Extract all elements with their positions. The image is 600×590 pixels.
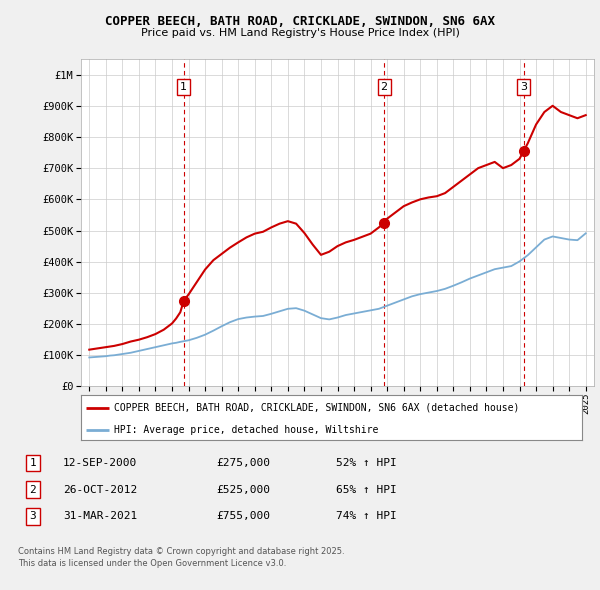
Text: This data is licensed under the Open Government Licence v3.0.: This data is licensed under the Open Gov…: [18, 559, 286, 568]
Text: Price paid vs. HM Land Registry's House Price Index (HPI): Price paid vs. HM Land Registry's House …: [140, 28, 460, 38]
Text: COPPER BEECH, BATH ROAD, CRICKLADE, SWINDON, SN6 6AX (detached house): COPPER BEECH, BATH ROAD, CRICKLADE, SWIN…: [113, 403, 519, 412]
Text: 3: 3: [520, 82, 527, 92]
Text: 2: 2: [380, 82, 388, 92]
Text: £275,000: £275,000: [216, 458, 270, 468]
Text: Contains HM Land Registry data © Crown copyright and database right 2025.: Contains HM Land Registry data © Crown c…: [18, 547, 344, 556]
Text: 31-MAR-2021: 31-MAR-2021: [63, 512, 137, 521]
Text: 3: 3: [29, 512, 37, 521]
Text: HPI: Average price, detached house, Wiltshire: HPI: Average price, detached house, Wilt…: [113, 425, 378, 435]
Text: COPPER BEECH, BATH ROAD, CRICKLADE, SWINDON, SN6 6AX: COPPER BEECH, BATH ROAD, CRICKLADE, SWIN…: [105, 15, 495, 28]
Text: 12-SEP-2000: 12-SEP-2000: [63, 458, 137, 468]
Text: 65% ↑ HPI: 65% ↑ HPI: [336, 485, 397, 494]
Text: 2: 2: [29, 485, 37, 494]
Text: £525,000: £525,000: [216, 485, 270, 494]
Text: 74% ↑ HPI: 74% ↑ HPI: [336, 512, 397, 521]
Text: 52% ↑ HPI: 52% ↑ HPI: [336, 458, 397, 468]
Text: 1: 1: [29, 458, 37, 468]
Text: 1: 1: [180, 82, 187, 92]
Text: 26-OCT-2012: 26-OCT-2012: [63, 485, 137, 494]
Text: £755,000: £755,000: [216, 512, 270, 521]
